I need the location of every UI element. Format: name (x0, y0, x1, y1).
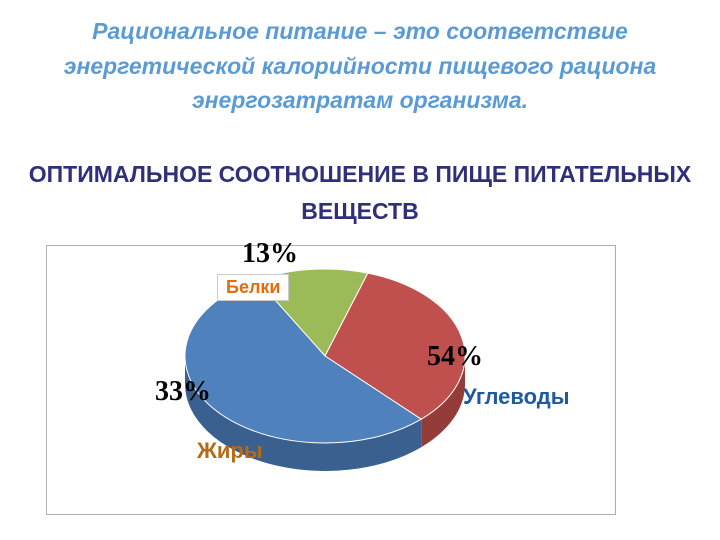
label-carbs: Углеводы (463, 382, 583, 412)
chart-container: 13% 54% 33% Белки Углеводы Жиры (46, 245, 616, 515)
pct-fats: 33% (155, 376, 211, 408)
chart-title: ОПТИМАЛЬНОЕ СООТНОШЕНИЕ В ПИЩЕ ПИТАТЕЛЬН… (0, 156, 720, 230)
pct-carbs: 54% (427, 341, 483, 373)
pct-protein: 13% (242, 238, 298, 270)
label-protein: Белки (217, 274, 289, 301)
label-fats: Жиры (197, 436, 277, 466)
label-fats-text: Жиры (197, 438, 263, 463)
intro-title: Рациональное питание – это соответствие … (0, 14, 720, 118)
label-carbs-text: Углеводы (463, 384, 570, 409)
